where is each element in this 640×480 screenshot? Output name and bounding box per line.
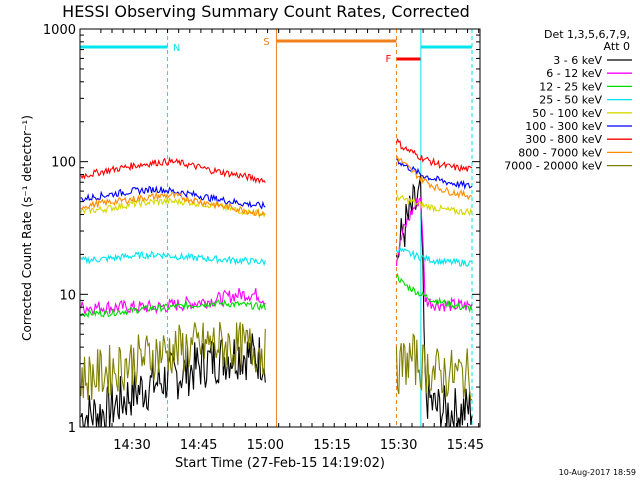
series-line bbox=[80, 299, 266, 319]
y-tick-label: 100 bbox=[51, 156, 76, 171]
series-line bbox=[396, 158, 473, 190]
legend-label: 12 - 25 keV bbox=[539, 80, 602, 93]
series-7000-20000keV bbox=[80, 321, 473, 401]
series-3-6keV bbox=[80, 175, 473, 428]
series-line bbox=[395, 175, 473, 428]
legend-label: 50 - 100 keV bbox=[532, 107, 602, 120]
series-line bbox=[80, 156, 266, 185]
series-line bbox=[80, 185, 266, 210]
series-800-7000keV bbox=[80, 155, 473, 217]
series-line bbox=[80, 191, 266, 217]
series-line bbox=[80, 333, 266, 428]
series-line bbox=[395, 332, 473, 401]
chart-title: HESSI Observing Summary Count Rates, Cor… bbox=[62, 2, 470, 21]
x-tick-label: 14:45 bbox=[180, 438, 217, 453]
night-label: N bbox=[173, 43, 180, 54]
series-line bbox=[80, 321, 266, 400]
x-axis: 14:30 14:45 15:00 15:15 15:30 15:45 bbox=[100, 29, 484, 453]
legend-label: 25 - 50 keV bbox=[539, 94, 602, 107]
y-tick-label: 1000 bbox=[43, 23, 76, 38]
series-line bbox=[395, 193, 473, 217]
series-line bbox=[395, 246, 473, 267]
x-tick-label: 15:45 bbox=[447, 438, 484, 453]
x-tick-label: 14:30 bbox=[113, 438, 150, 453]
legend-label: 7000 - 20000 keV bbox=[504, 160, 602, 173]
legend-label: 800 - 7000 keV bbox=[518, 146, 602, 159]
x-tick-label: 15:30 bbox=[380, 438, 417, 453]
series-300-800keV bbox=[80, 137, 473, 185]
x-tick-label: 15:15 bbox=[313, 438, 350, 453]
y-axis-label: Corrected Count Rate (s⁻¹ detector⁻¹) bbox=[20, 115, 34, 341]
footer-date: 10-Aug-2017 18:59 bbox=[559, 468, 636, 477]
y-axis: 1 10 100 1000 bbox=[43, 23, 480, 436]
series-100-300keV bbox=[80, 158, 473, 210]
series-line bbox=[395, 272, 473, 314]
series-25-50keV bbox=[80, 246, 473, 267]
series-line bbox=[80, 287, 266, 315]
series-12-25keV bbox=[80, 272, 473, 319]
plot-area: N S F bbox=[80, 29, 473, 428]
legend-label: 3 - 6 keV bbox=[553, 54, 602, 67]
series-line bbox=[395, 137, 473, 173]
x-axis-label: Start Time (27-Feb-15 14:19:02) bbox=[175, 456, 385, 471]
series-50-100keV bbox=[80, 193, 473, 219]
saa-label: S bbox=[263, 37, 269, 48]
series-line bbox=[395, 196, 473, 312]
legend-label: 100 - 300 keV bbox=[525, 120, 602, 133]
legend-label: 6 - 12 keV bbox=[546, 67, 602, 80]
series-line bbox=[80, 196, 266, 219]
legend-header: Det 1,3,5,6,7,9, bbox=[544, 28, 630, 41]
flare-label: F bbox=[386, 54, 392, 65]
series-line bbox=[396, 155, 473, 201]
plot-frame bbox=[79, 28, 481, 428]
y-tick-label: 1 bbox=[68, 421, 76, 436]
x-tick-label: 15:00 bbox=[247, 438, 284, 453]
series-6-12keV bbox=[80, 196, 473, 315]
legend-label: 300 - 800 keV bbox=[525, 133, 602, 146]
series-line bbox=[80, 250, 266, 267]
legend-header: Att 0 bbox=[604, 40, 630, 53]
y-tick-label: 10 bbox=[59, 288, 76, 303]
